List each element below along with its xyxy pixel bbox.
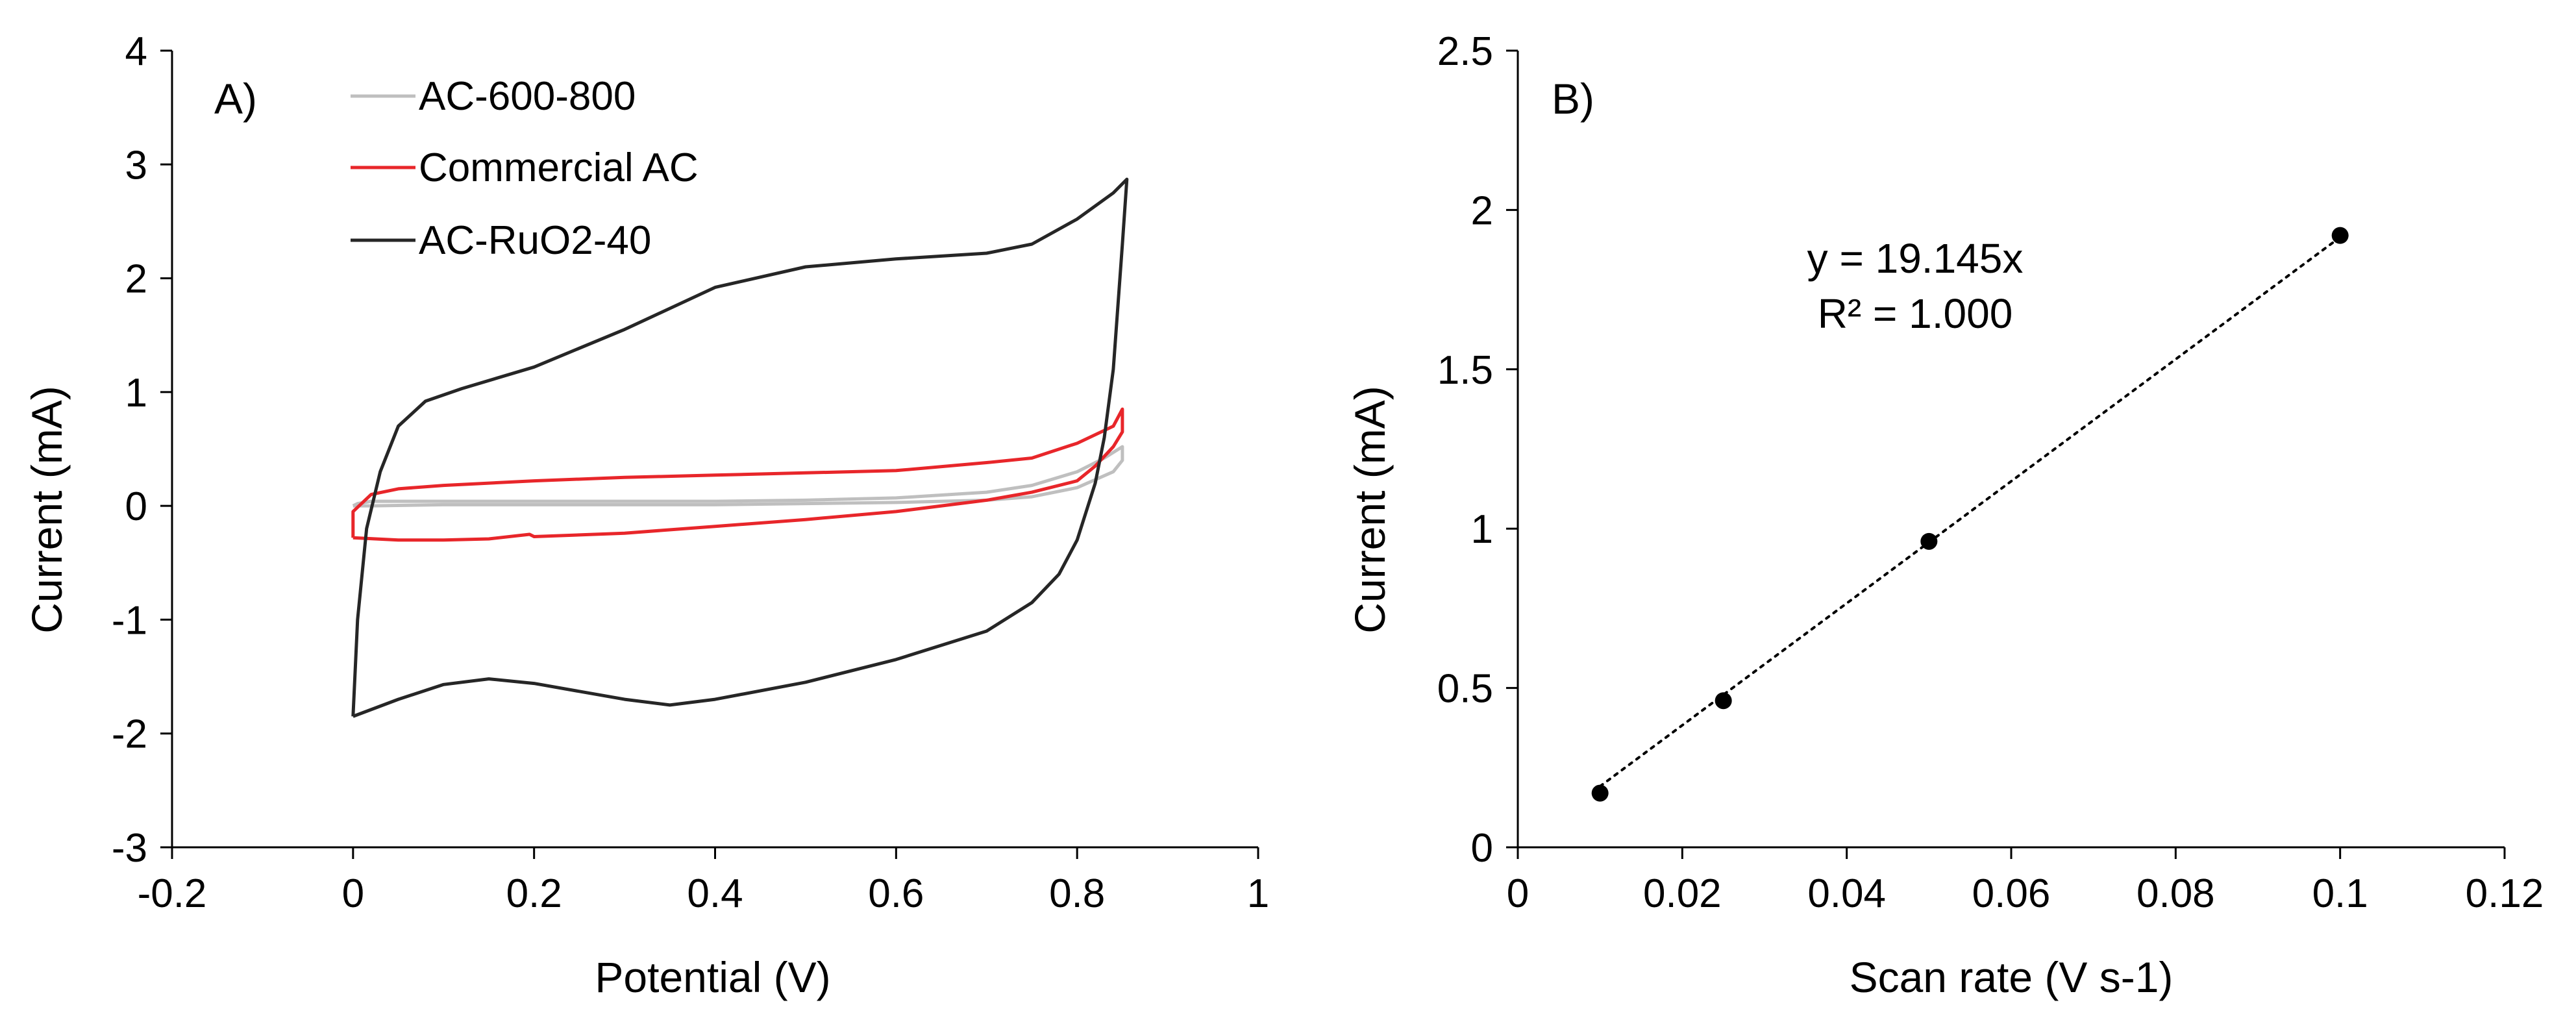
cv-curve-commercial-ac xyxy=(351,407,1124,542)
panel-b-x-tick-label: 0.06 xyxy=(1972,871,2051,916)
data-point xyxy=(1715,692,1732,710)
panel-a-x-tick-label: 1 xyxy=(1247,871,1269,916)
panel-b-y-axis-label: Current (mA) xyxy=(1346,386,1394,633)
panel-b-x-tick-label: 0.04 xyxy=(1807,871,1886,916)
panel-a-x-tick-label: 0.6 xyxy=(868,871,924,916)
data-point xyxy=(1591,784,1609,802)
panel-b-scan-rate-plot: B) 0 0.02 0.04 0.06 0.08 0.1 0.12 0 0.5 1 1.5 2 2.5… xyxy=(1346,29,2544,1001)
panel-a-label: A) xyxy=(214,75,257,123)
legend-label-commercial-ac: Commercial AC xyxy=(419,145,699,190)
panel-b-x-tick-label: 0.08 xyxy=(2136,871,2215,916)
panel-b-y-tick-label: 2.5 xyxy=(1437,29,1493,74)
cv-curve-ac-ruo2-40 xyxy=(351,177,1129,718)
panel-a-x-tick-label: 0.8 xyxy=(1049,871,1105,916)
panel-b-x-tick-label: 0.02 xyxy=(1643,871,1722,916)
panel-b-y-tick-label: 1.5 xyxy=(1437,348,1493,393)
panel-a-y-tick-label: -3 xyxy=(112,826,147,871)
panel-b-axes xyxy=(1517,51,2505,849)
trendline-equation: y = 19.145x xyxy=(1807,235,2024,282)
panel-b-y-tick-label: 1 xyxy=(1471,507,1493,552)
panel-a-axes xyxy=(171,51,1258,849)
panel-a-x-tick-label: 0 xyxy=(342,871,364,916)
panel-a-legend: AC-600-800 Commercial AC AC-RuO2-40 xyxy=(351,74,699,263)
data-point xyxy=(1920,532,1938,550)
panel-a-y-tick-label: 4 xyxy=(125,29,147,74)
panel-a-x-tick-label: -0.2 xyxy=(138,871,207,916)
panel-a-y-tick-label: 0 xyxy=(125,484,147,529)
panel-a-y-tick-label: 3 xyxy=(125,143,147,188)
panel-a-y-tick-label: -1 xyxy=(112,598,147,643)
trendline-r-squared: R² = 1.000 xyxy=(1818,290,2013,337)
panel-b-x-tick-label: 0 xyxy=(1507,871,1529,916)
panel-b-y-ticks: 0 0.5 1 1.5 2 2.5 xyxy=(1437,29,1518,871)
panel-a-y-ticks: -3 -2 -1 0 1 2 3 4 xyxy=(112,29,172,871)
panel-b-y-tick-label: 0 xyxy=(1471,826,1493,871)
panel-a-x-tick-label: 0.2 xyxy=(506,871,562,916)
panel-a-y-axis-label: Current (mA) xyxy=(23,386,71,633)
panel-b-x-tick-label: 0.1 xyxy=(2312,871,2368,916)
data-point xyxy=(2331,227,2349,244)
cv-curve-ac-600-800 xyxy=(352,445,1124,508)
panel-a-x-tick-label: 0.4 xyxy=(687,871,743,916)
panel-b-x-axis-label: Scan rate (V s-1) xyxy=(1850,953,2174,1001)
panel-a-y-tick-label: -2 xyxy=(112,712,147,757)
panel-b-x-ticks: 0 0.02 0.04 0.06 0.08 0.1 0.12 xyxy=(1507,847,2544,916)
panel-b-y-tick-label: 2 xyxy=(1471,188,1493,233)
panel-b-x-tick-label: 0.12 xyxy=(2466,871,2544,916)
panel-a-traces xyxy=(351,177,1129,718)
panel-b-points xyxy=(1591,227,2349,802)
panel-a-x-axis-label: Potential (V) xyxy=(595,953,830,1001)
panel-a-cv-plot: A) -0.2 0 0.2 0.4 0.6 0.8 1 -3 -2 -1 0 1 2 3 4 Potent… xyxy=(23,29,1269,1001)
panel-a-x-ticks: -0.2 0 0.2 0.4 0.6 0.8 1 xyxy=(138,847,1269,916)
legend-label-ac-ruo2-40: AC-RuO2-40 xyxy=(419,218,651,263)
panel-a-y-tick-label: 1 xyxy=(125,371,147,416)
panel-b-label: B) xyxy=(1552,75,1594,123)
panel-a-y-tick-label: 2 xyxy=(125,257,147,302)
panel-b-y-tick-label: 0.5 xyxy=(1437,667,1493,712)
legend-label-ac-600-800: AC-600-800 xyxy=(419,74,636,119)
